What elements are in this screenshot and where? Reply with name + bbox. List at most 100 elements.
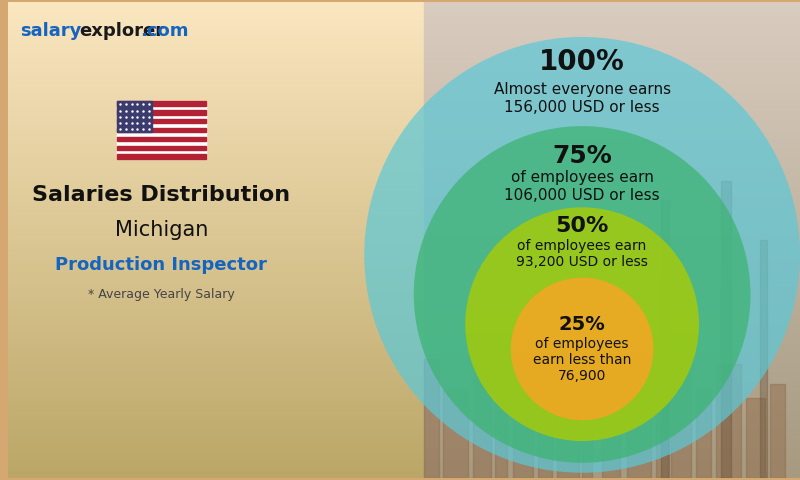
- Bar: [424, 168, 800, 173]
- Bar: [424, 60, 800, 64]
- Bar: [8, 392, 424, 397]
- Bar: [424, 354, 800, 359]
- Bar: [538, 384, 553, 478]
- Bar: [746, 398, 766, 478]
- Circle shape: [466, 207, 699, 441]
- Bar: [424, 392, 800, 397]
- Bar: [8, 411, 424, 416]
- Bar: [8, 117, 424, 121]
- Bar: [473, 339, 491, 478]
- Bar: [424, 164, 800, 168]
- Bar: [8, 121, 424, 126]
- Bar: [424, 373, 800, 378]
- Bar: [626, 359, 651, 478]
- Bar: [8, 254, 424, 259]
- Bar: [8, 316, 424, 321]
- Bar: [8, 60, 424, 64]
- Bar: [424, 449, 800, 454]
- Bar: [424, 250, 800, 254]
- Bar: [8, 345, 424, 349]
- Bar: [424, 2, 800, 7]
- Bar: [424, 178, 800, 183]
- Bar: [424, 359, 438, 478]
- Bar: [8, 468, 424, 473]
- Bar: [424, 126, 800, 131]
- Text: salary: salary: [20, 22, 82, 40]
- Bar: [8, 416, 424, 420]
- Bar: [424, 7, 800, 12]
- Bar: [8, 449, 424, 454]
- Bar: [8, 459, 424, 463]
- Bar: [424, 145, 800, 150]
- Bar: [8, 55, 424, 60]
- Bar: [424, 430, 800, 435]
- Bar: [424, 102, 800, 107]
- Bar: [117, 155, 206, 159]
- Bar: [495, 398, 507, 478]
- Text: 156,000 USD or less: 156,000 USD or less: [504, 100, 660, 115]
- Bar: [8, 207, 424, 212]
- Bar: [424, 345, 800, 349]
- Text: Production Inspector: Production Inspector: [55, 256, 267, 274]
- Bar: [117, 110, 206, 115]
- Bar: [8, 420, 424, 425]
- Bar: [8, 240, 424, 245]
- Bar: [424, 278, 800, 283]
- Bar: [8, 159, 424, 164]
- Bar: [8, 97, 424, 102]
- Bar: [424, 387, 800, 392]
- Bar: [424, 368, 800, 373]
- Bar: [424, 264, 800, 268]
- Bar: [716, 364, 741, 478]
- Bar: [424, 259, 800, 264]
- Bar: [424, 330, 800, 335]
- Bar: [424, 150, 800, 155]
- Bar: [424, 26, 800, 31]
- Bar: [424, 402, 800, 407]
- Bar: [8, 93, 424, 97]
- Bar: [424, 463, 800, 468]
- Bar: [424, 55, 800, 60]
- Bar: [117, 101, 206, 106]
- Bar: [8, 173, 424, 178]
- Bar: [8, 312, 424, 316]
- Bar: [8, 444, 424, 449]
- Bar: [8, 26, 424, 31]
- Bar: [424, 83, 800, 88]
- Bar: [8, 192, 424, 197]
- Bar: [8, 283, 424, 288]
- Text: 106,000 USD or less: 106,000 USD or less: [504, 188, 660, 203]
- Bar: [424, 155, 800, 159]
- Bar: [424, 435, 800, 440]
- Bar: [424, 335, 800, 340]
- Bar: [8, 373, 424, 378]
- Circle shape: [364, 37, 800, 473]
- Bar: [424, 31, 800, 36]
- Bar: [8, 387, 424, 392]
- Text: 76,900: 76,900: [558, 369, 606, 383]
- Bar: [424, 121, 800, 126]
- Bar: [424, 93, 800, 97]
- Bar: [8, 297, 424, 302]
- Text: 93,200 USD or less: 93,200 USD or less: [516, 255, 648, 269]
- Bar: [424, 325, 800, 330]
- Bar: [8, 145, 424, 150]
- Bar: [117, 145, 206, 150]
- Bar: [424, 135, 800, 140]
- Bar: [760, 240, 767, 478]
- Bar: [8, 221, 424, 226]
- Bar: [424, 221, 800, 226]
- Bar: [8, 397, 424, 402]
- Text: of employees earn: of employees earn: [518, 239, 646, 253]
- Bar: [424, 307, 800, 312]
- Bar: [117, 128, 206, 132]
- Bar: [770, 384, 785, 478]
- Bar: [424, 45, 800, 50]
- Bar: [424, 69, 800, 73]
- Bar: [8, 440, 424, 444]
- Bar: [424, 407, 800, 411]
- Bar: [8, 107, 424, 112]
- Bar: [8, 302, 424, 307]
- Bar: [602, 379, 620, 478]
- Bar: [424, 40, 800, 45]
